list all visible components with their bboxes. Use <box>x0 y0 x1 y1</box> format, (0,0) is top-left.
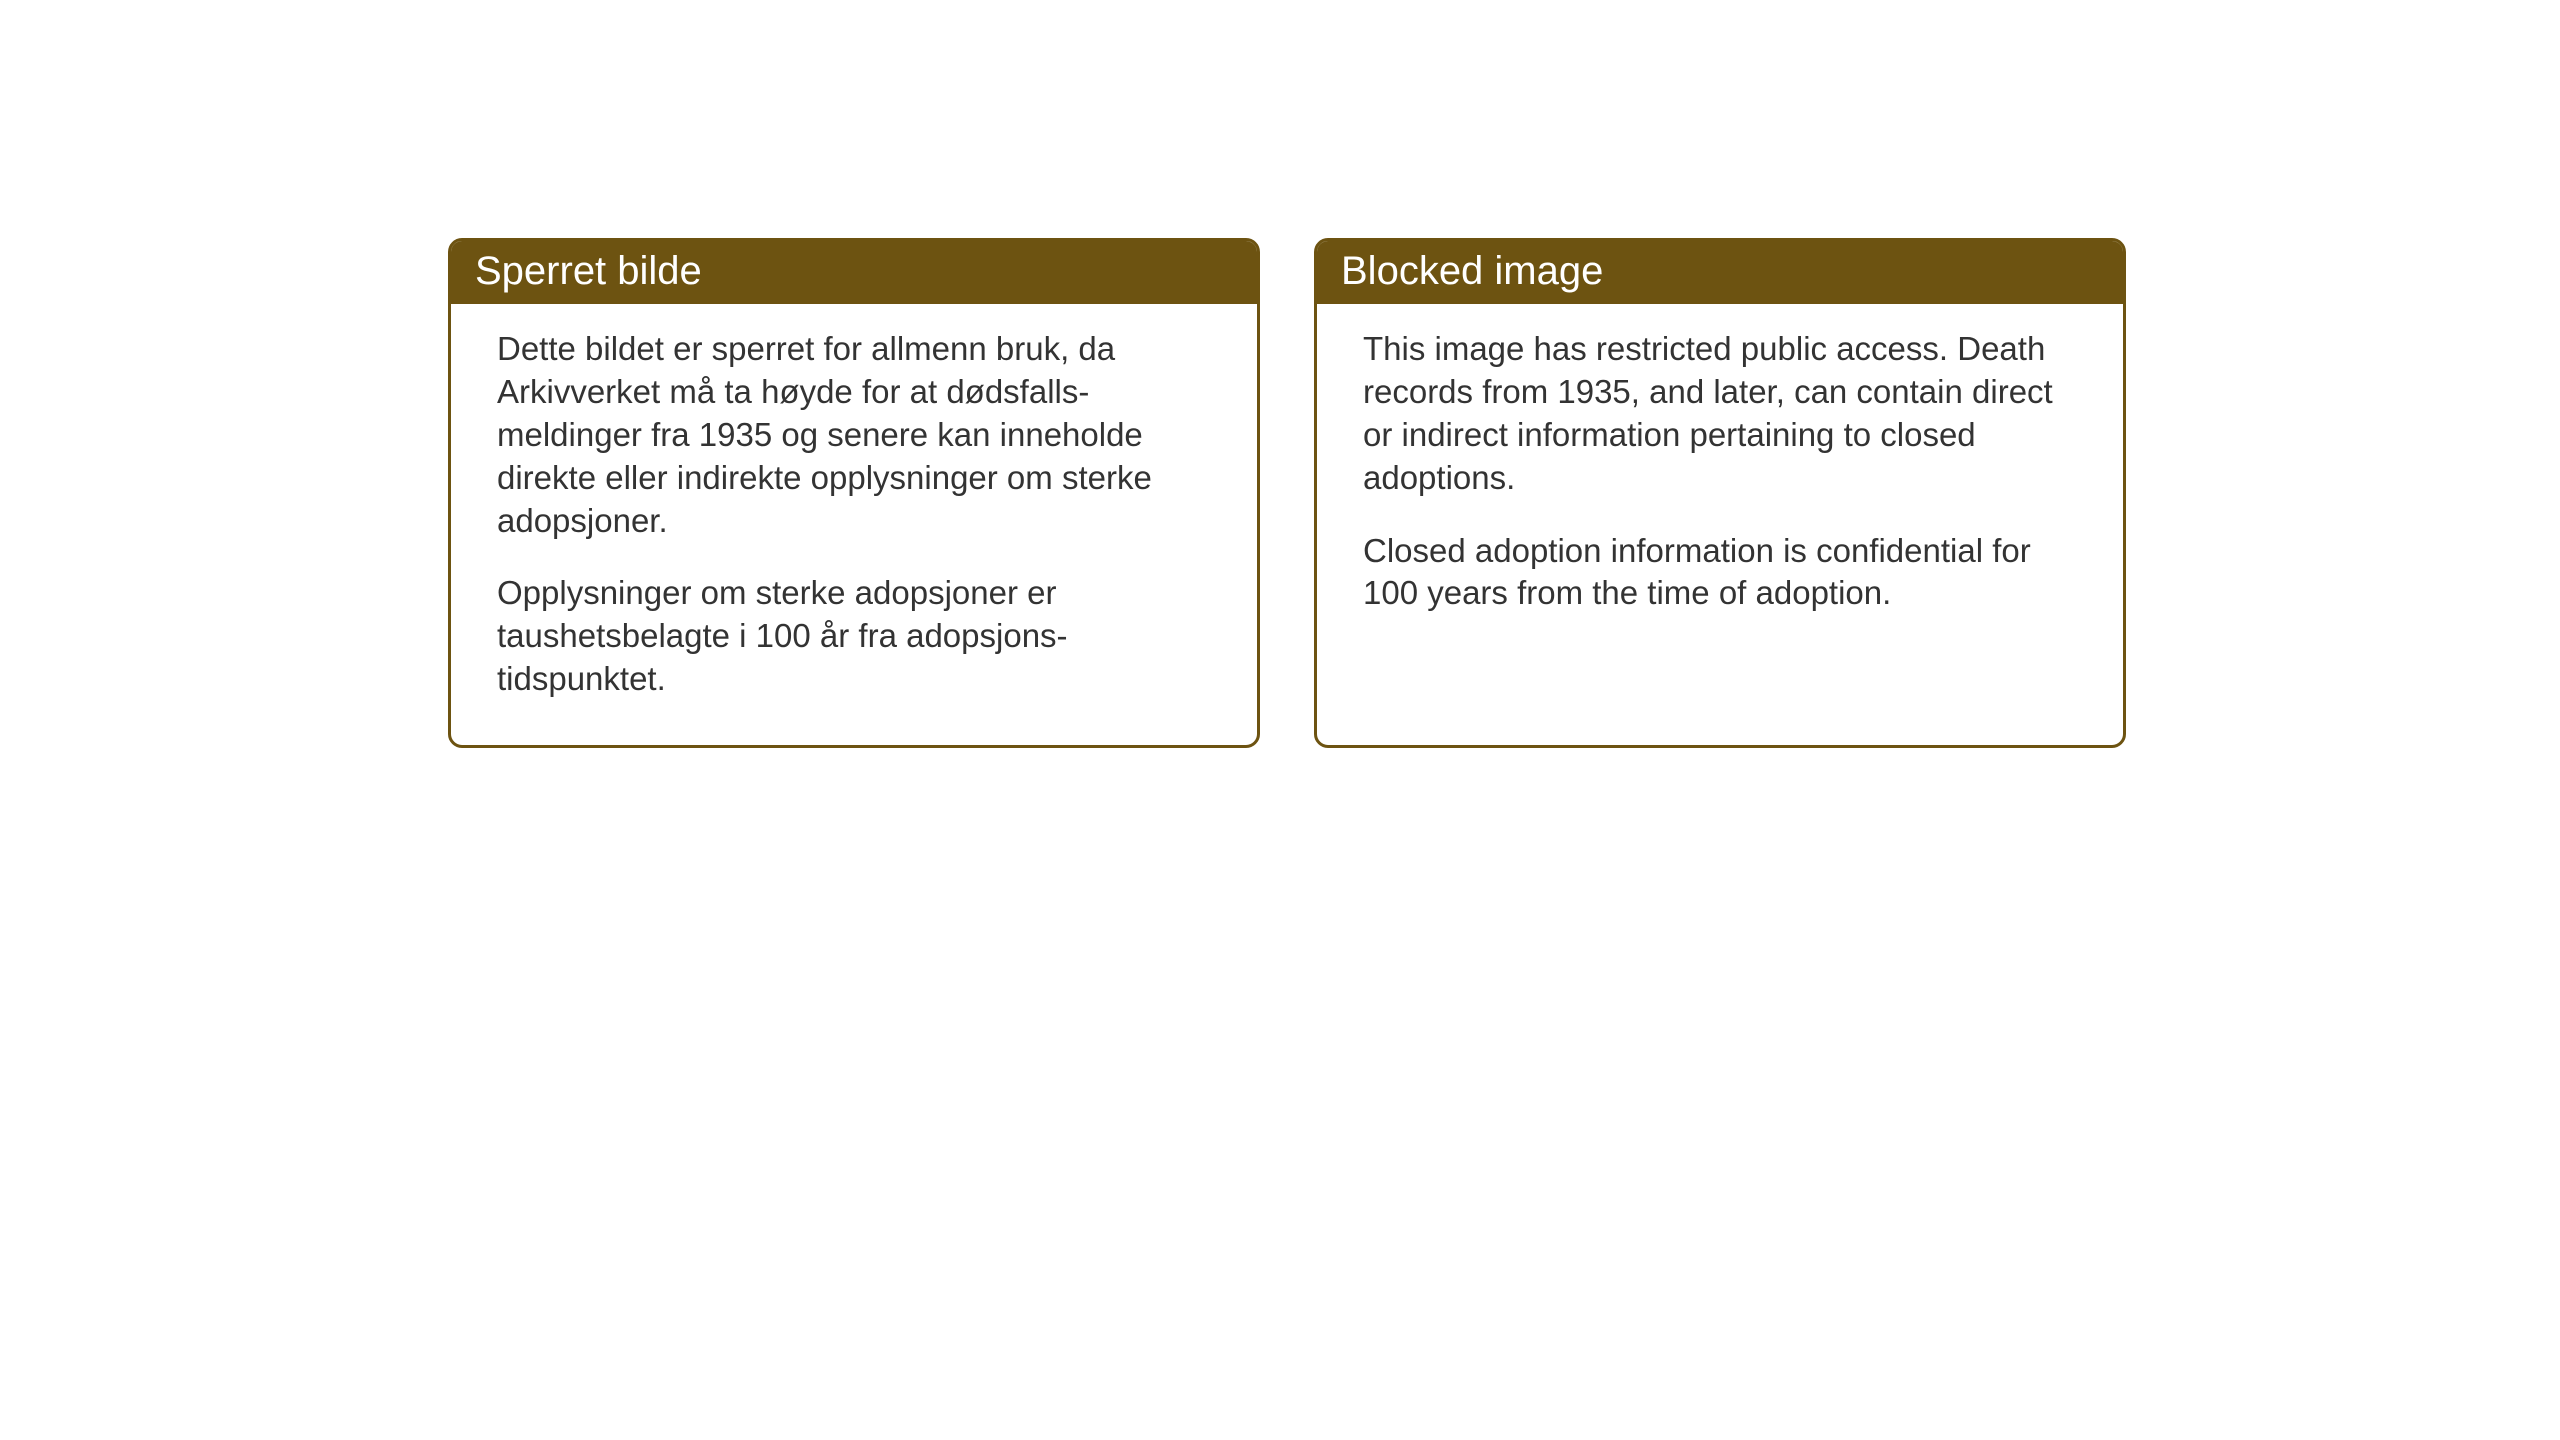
notice-container: Sperret bilde Dette bildet er sperret fo… <box>448 238 2126 748</box>
card-header-norwegian: Sperret bilde <box>451 241 1257 304</box>
notice-card-norwegian: Sperret bilde Dette bildet er sperret fo… <box>448 238 1260 748</box>
paragraph-english-2: Closed adoption information is confident… <box>1363 530 2083 616</box>
card-title-english: Blocked image <box>1341 249 1603 293</box>
paragraph-norwegian-1: Dette bildet er sperret for allmenn bruk… <box>497 328 1217 542</box>
card-header-english: Blocked image <box>1317 241 2123 304</box>
card-body-english: This image has restricted public access.… <box>1317 304 2123 659</box>
notice-card-english: Blocked image This image has restricted … <box>1314 238 2126 748</box>
card-title-norwegian: Sperret bilde <box>475 249 702 293</box>
card-body-norwegian: Dette bildet er sperret for allmenn bruk… <box>451 304 1257 745</box>
paragraph-english-1: This image has restricted public access.… <box>1363 328 2083 500</box>
paragraph-norwegian-2: Opplysninger om sterke adopsjoner er tau… <box>497 572 1217 701</box>
